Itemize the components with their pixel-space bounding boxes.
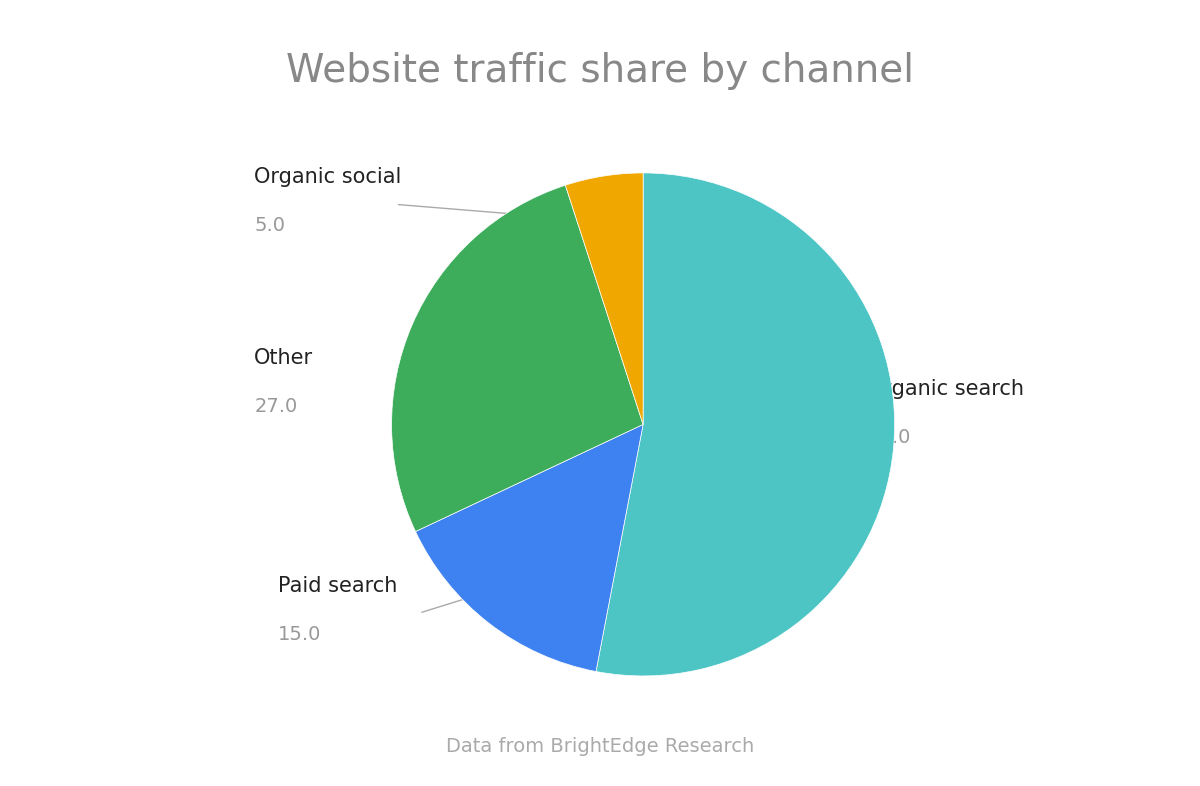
Wedge shape <box>391 185 643 531</box>
Text: Data from BrightEdge Research: Data from BrightEdge Research <box>446 737 754 756</box>
Wedge shape <box>596 173 895 676</box>
Text: 27.0: 27.0 <box>254 397 298 416</box>
Text: Paid search: Paid search <box>277 576 397 596</box>
Text: Website traffic share by channel: Website traffic share by channel <box>286 52 914 90</box>
Wedge shape <box>415 424 643 671</box>
Text: Other: Other <box>254 348 313 368</box>
Text: 53.0: 53.0 <box>868 428 911 447</box>
Wedge shape <box>565 173 643 424</box>
Text: 5.0: 5.0 <box>254 216 286 235</box>
Text: Organic social: Organic social <box>254 167 402 187</box>
Text: Organic search: Organic search <box>868 380 1025 399</box>
Text: 15.0: 15.0 <box>277 625 322 644</box>
